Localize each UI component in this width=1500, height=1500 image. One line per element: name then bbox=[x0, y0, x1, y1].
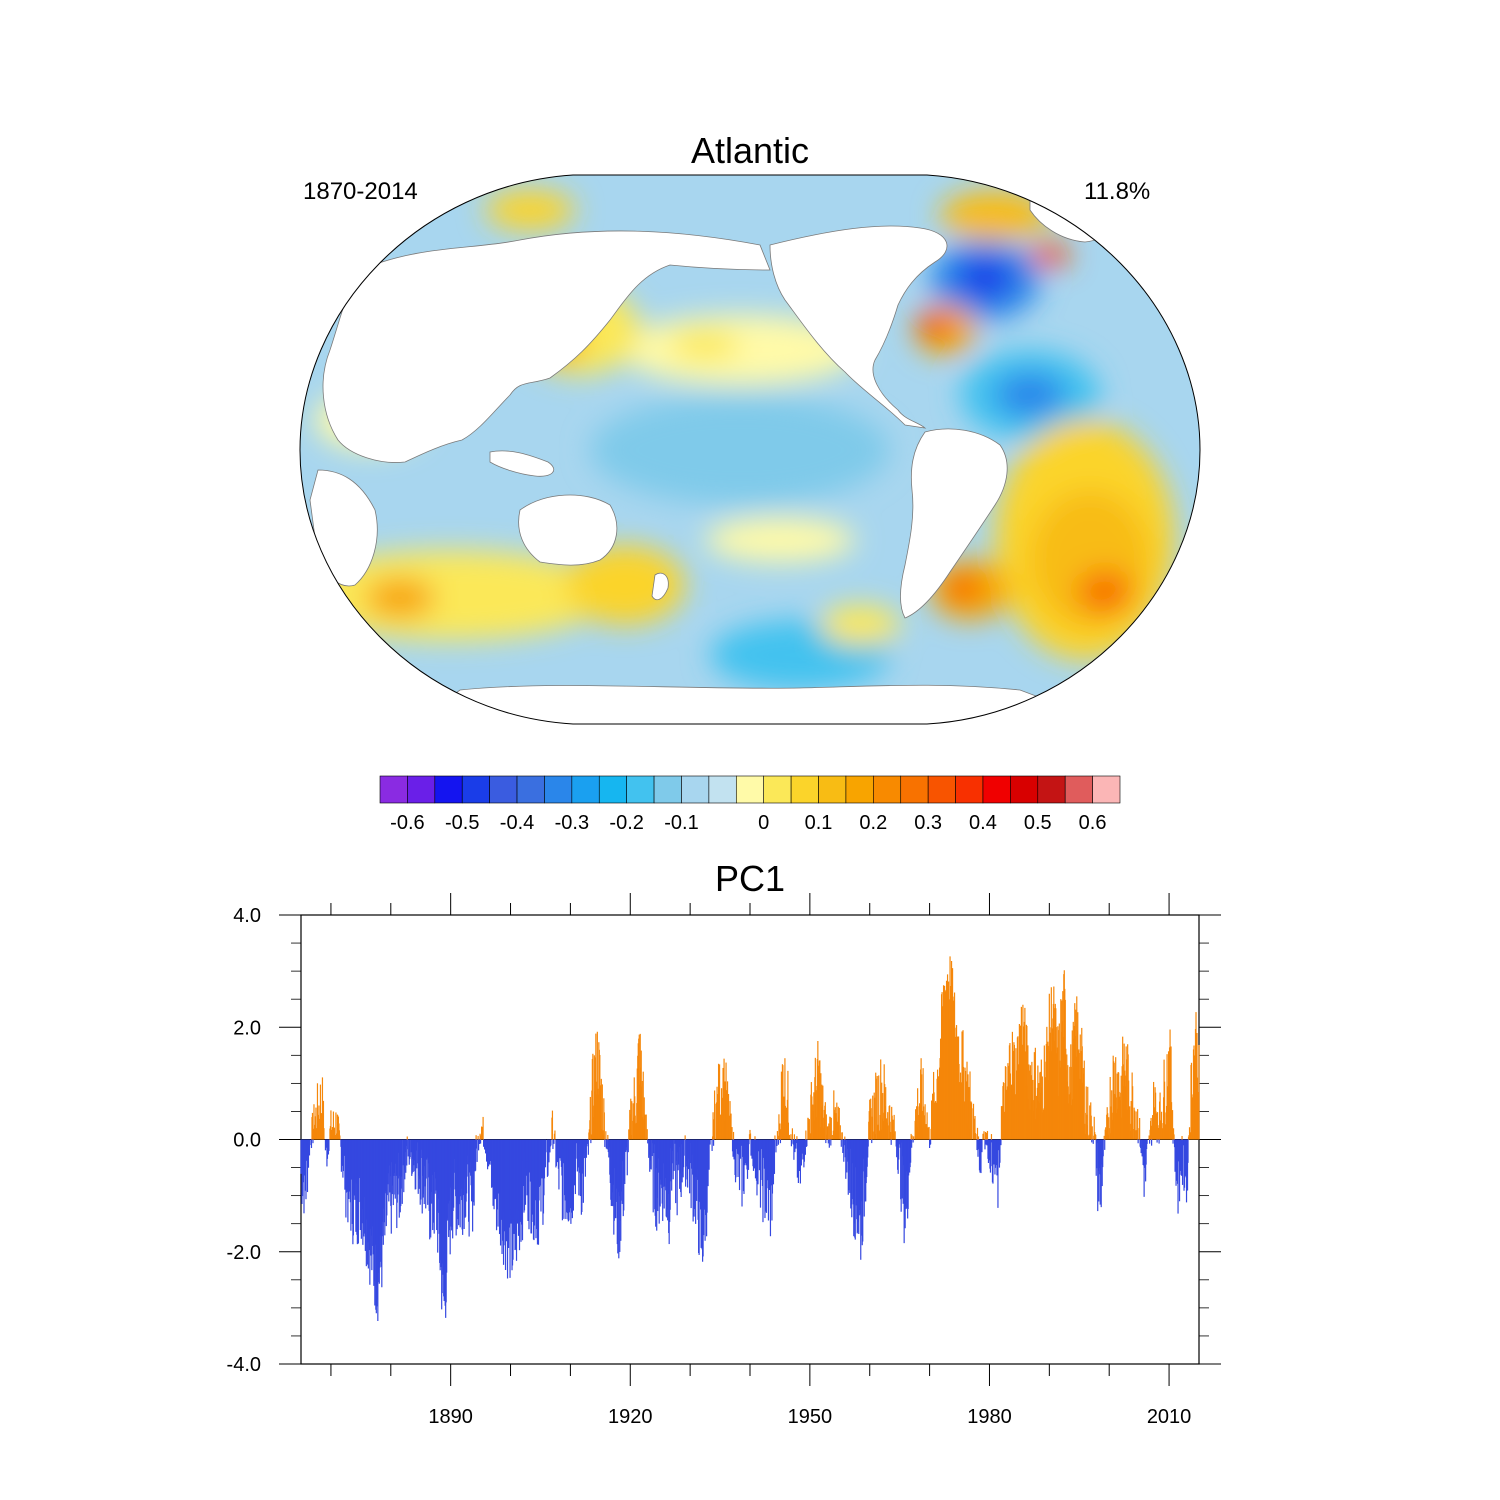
colorbar-swatch bbox=[735, 775, 765, 804]
colorbar-tick-label: -0.6 bbox=[390, 812, 424, 834]
colorbar-swatch bbox=[489, 775, 518, 804]
new-zealand bbox=[651, 572, 669, 601]
colorbar-swatch bbox=[982, 775, 1011, 804]
colorbar-tick-label: -0.3 bbox=[555, 812, 589, 834]
world-map bbox=[299, 174, 1201, 725]
north-america bbox=[769, 225, 948, 429]
y-tick-label: -2.0 bbox=[227, 1242, 261, 1264]
pc1-bars bbox=[300, 956, 1200, 1322]
colorbar-swatch bbox=[763, 775, 792, 804]
colorbar-tick-label: 0.6 bbox=[1079, 812, 1107, 834]
x-tick-label: 1950 bbox=[788, 1406, 833, 1428]
colorbar-swatch bbox=[681, 775, 710, 804]
colorbar bbox=[379, 775, 1121, 804]
eurasia bbox=[322, 230, 771, 463]
colorbar-swatch bbox=[516, 775, 545, 804]
x-tick-label: 1920 bbox=[608, 1406, 653, 1428]
colorbar-swatch bbox=[1010, 775, 1039, 804]
colorbar-swatch bbox=[927, 775, 956, 804]
colorbar-tick-label: -0.5 bbox=[445, 812, 479, 834]
colorbar-tick-label: 0 bbox=[758, 812, 769, 834]
colorbar-swatch bbox=[1037, 775, 1066, 804]
colorbar-tick-label: 0.5 bbox=[1024, 812, 1052, 834]
x-tick-label: 2010 bbox=[1147, 1406, 1192, 1428]
colorbar-tick-label: 0.4 bbox=[969, 812, 997, 834]
x-tick-label: 1890 bbox=[428, 1406, 473, 1428]
y-tick-label: 2.0 bbox=[233, 1017, 261, 1039]
pc1-title: PC1 bbox=[714, 858, 786, 899]
south-america bbox=[900, 428, 1008, 619]
colorbar-swatch bbox=[873, 775, 902, 804]
indonesia bbox=[489, 450, 555, 477]
colorbar-tick-label: 0.3 bbox=[914, 812, 942, 834]
colorbar-tick-label: -0.2 bbox=[609, 812, 643, 834]
colorbar-swatch bbox=[1064, 775, 1093, 804]
colorbar-swatch bbox=[407, 775, 436, 804]
australia bbox=[518, 494, 618, 566]
x-tick-label: 1980 bbox=[967, 1406, 1012, 1428]
colorbar-tick-label: 0.2 bbox=[859, 812, 887, 834]
variance-label: 11.8% bbox=[1084, 178, 1151, 205]
colorbar-swatch bbox=[571, 775, 600, 804]
colorbar-tick-label: -0.4 bbox=[500, 812, 534, 834]
colorbar-tick-label: -0.1 bbox=[664, 812, 698, 834]
colorbar-swatch bbox=[955, 775, 984, 804]
colorbar-swatch bbox=[379, 775, 408, 804]
colorbar-swatch bbox=[1092, 775, 1121, 804]
colorbar-swatch bbox=[708, 775, 737, 804]
colorbar-swatch bbox=[626, 775, 655, 804]
colorbar-labels: -0.6 -0.5 -0.4 -0.3 -0.2 -0.1 0 0.1 0.2 0.3 0.4 0.5… bbox=[390, 812, 1106, 834]
antarctica bbox=[439, 684, 1061, 724]
colorbar-swatch bbox=[461, 775, 490, 804]
colorbar-swatch bbox=[434, 775, 463, 804]
colorbar-swatch bbox=[598, 775, 627, 804]
y-tick-label: 4.0 bbox=[233, 905, 261, 927]
colorbar-swatch bbox=[900, 775, 929, 804]
y-tick-label: -4.0 bbox=[227, 1354, 261, 1376]
map-border bbox=[299, 174, 1201, 725]
colorbar-tick-label: 0.1 bbox=[805, 812, 833, 834]
period-label: 1870-2014 bbox=[303, 178, 418, 205]
colorbar-swatch bbox=[653, 775, 682, 804]
colorbar-swatch bbox=[845, 775, 874, 804]
colorbar-swatch bbox=[818, 775, 847, 804]
colorbar-swatch bbox=[790, 775, 819, 804]
y-tick-label: 0.0 bbox=[233, 1130, 261, 1152]
map-title: Atlantic bbox=[690, 130, 810, 171]
colorbar-swatch bbox=[544, 775, 573, 804]
